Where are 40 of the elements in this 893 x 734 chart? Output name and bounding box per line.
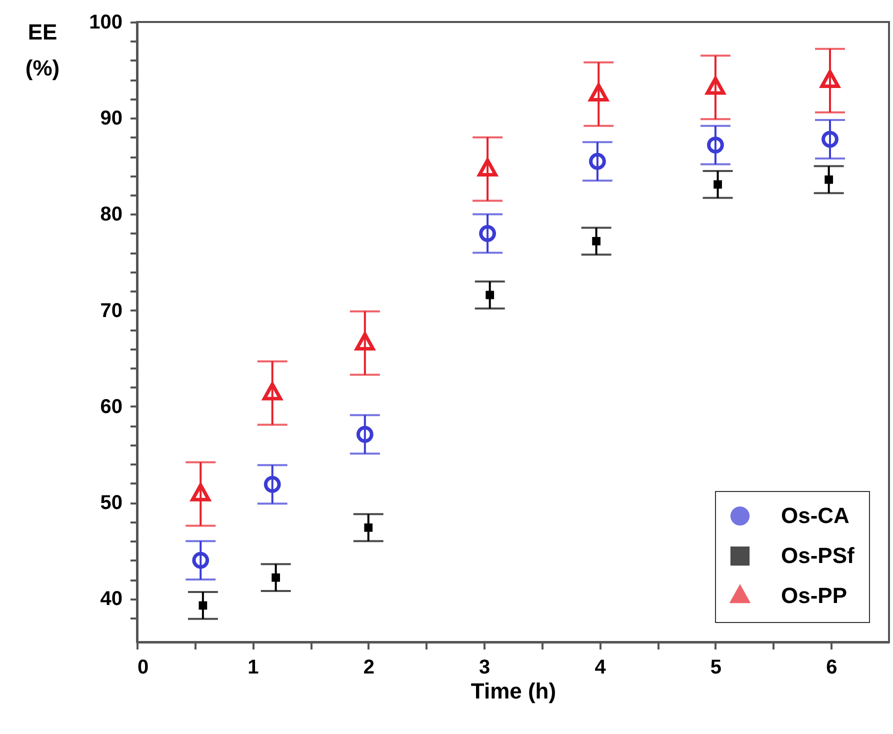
point [822, 130, 838, 148]
x-tick-label: 6 [826, 656, 838, 678]
x-tick-label: 4 [594, 656, 607, 678]
y-tick-label: 50 [100, 492, 122, 514]
x-tick-label: 1 [248, 656, 259, 678]
y-tick-label: 80 [100, 204, 122, 226]
point [272, 573, 280, 582]
point [262, 382, 282, 400]
point [356, 426, 374, 443]
x-tick-label: 0 [138, 656, 149, 678]
x-tick-label: 3 [479, 656, 490, 678]
y-tick-label: 60 [100, 396, 122, 418]
point [478, 158, 498, 176]
x-axis-title: Time (h) [470, 678, 556, 704]
point [592, 236, 600, 246]
point [714, 180, 722, 189]
legend-label: Os-PP [781, 583, 848, 608]
y-tick-label: 90 [100, 108, 122, 130]
y-tick-label: 70 [100, 300, 122, 322]
point [820, 70, 840, 88]
legend-label: Os-CA [781, 503, 850, 528]
point [264, 476, 281, 493]
x-tick-label: 5 [710, 656, 722, 678]
point [486, 290, 494, 300]
y-tick-label: 40 [100, 588, 122, 610]
point [588, 152, 606, 170]
point [192, 552, 210, 569]
y-tick-label: 100 [89, 12, 122, 34]
point [588, 83, 608, 102]
y-axis-title: EE (%) [25, 20, 60, 80]
point [190, 483, 210, 502]
point [364, 523, 373, 532]
point [355, 332, 375, 350]
point [479, 225, 496, 242]
point [824, 175, 834, 184]
point [707, 136, 724, 154]
point [198, 601, 208, 610]
point [706, 76, 726, 95]
legend-label: Os-PSf [781, 543, 856, 568]
x-tick-label: 2 [363, 656, 374, 678]
